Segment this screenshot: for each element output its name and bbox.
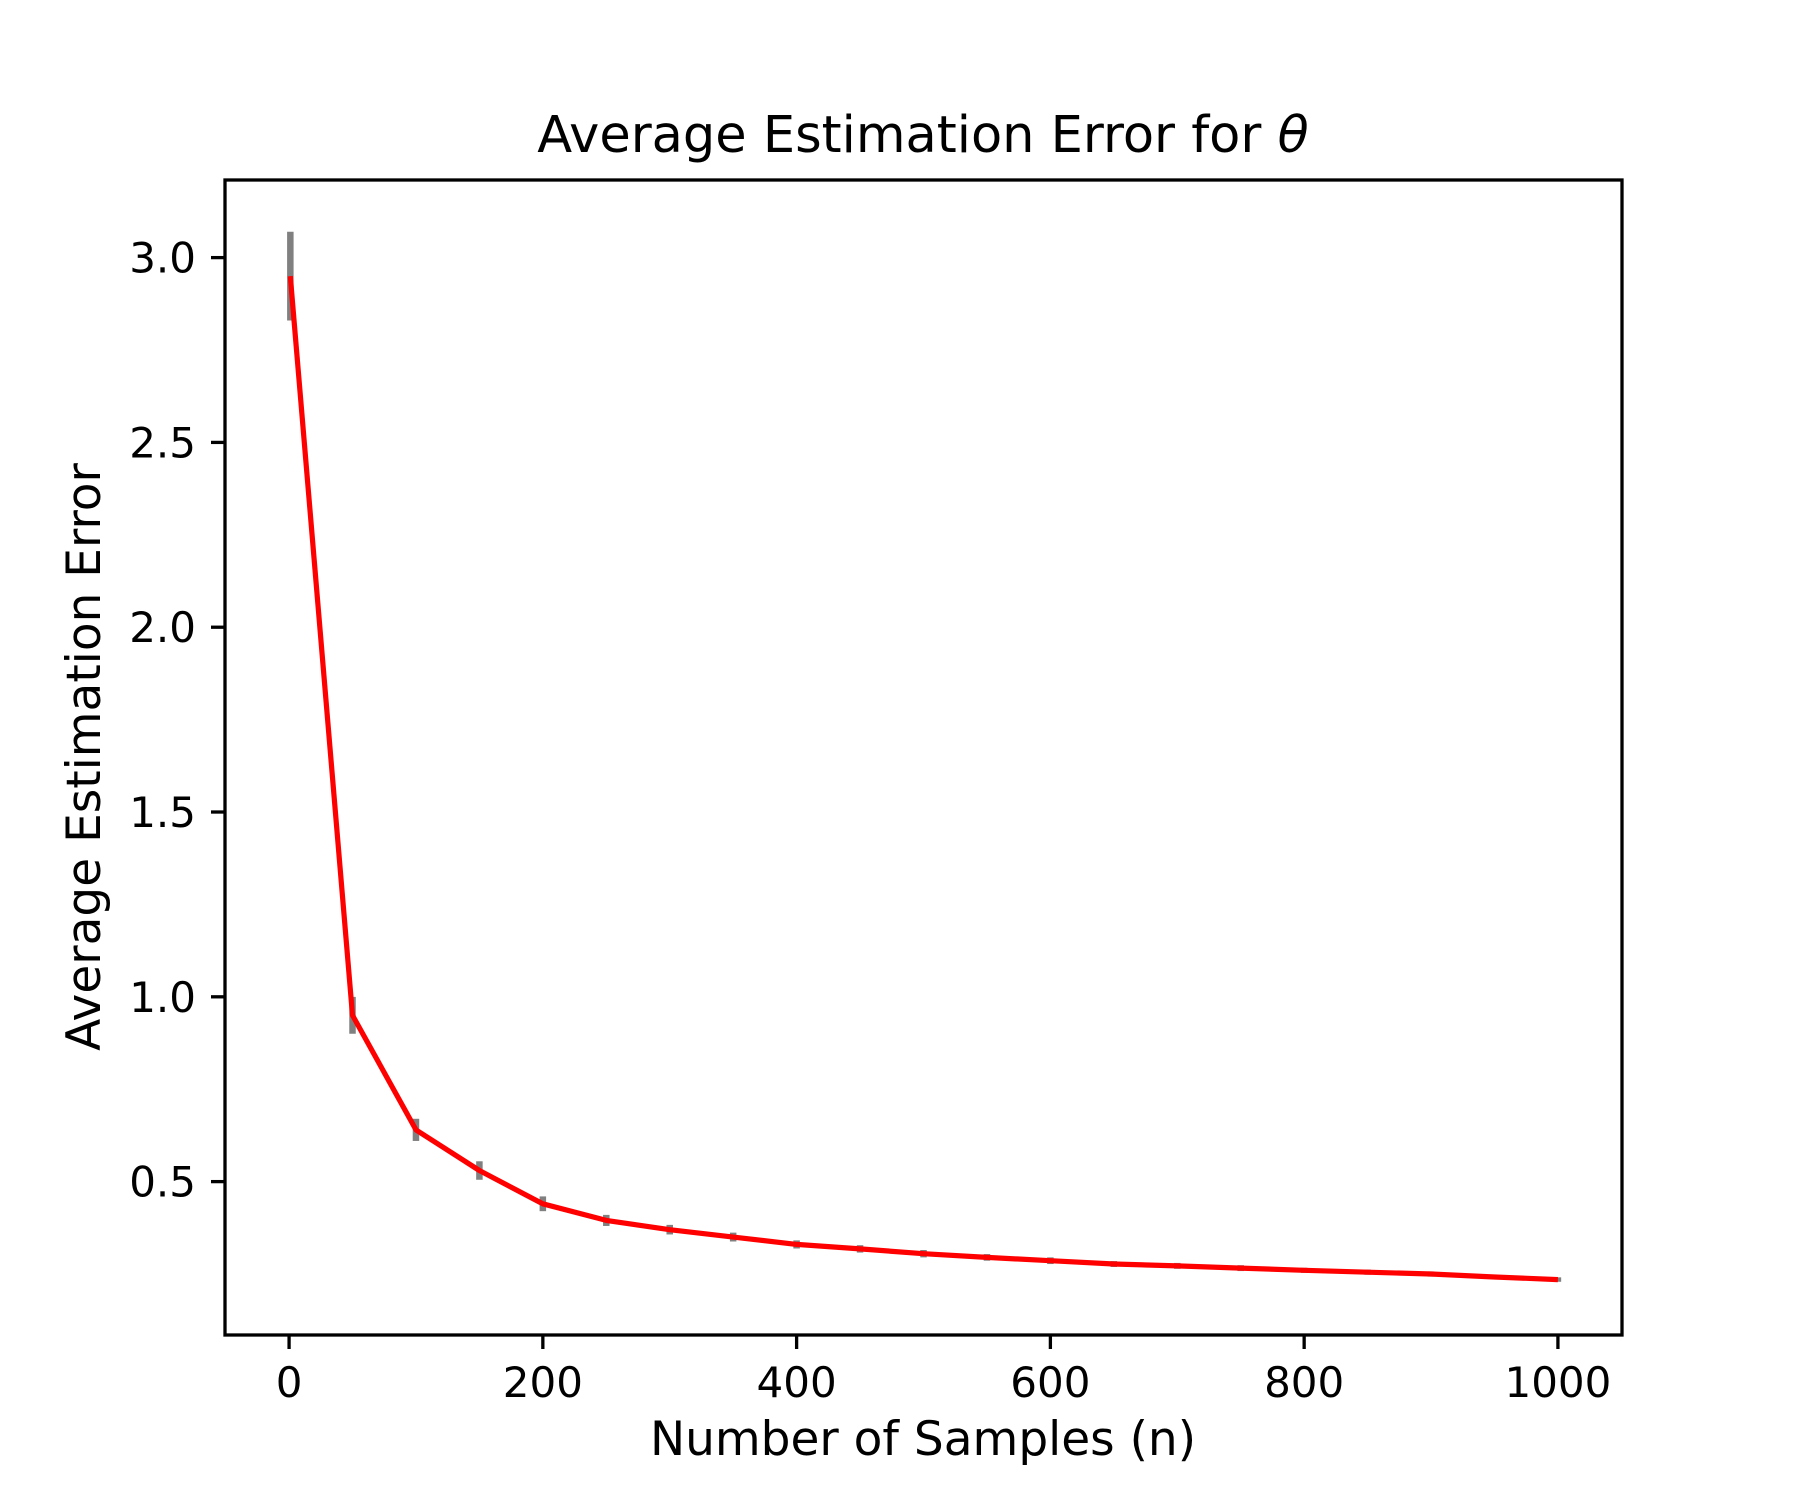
- x-tick-label: 0: [276, 1358, 303, 1407]
- x-tick-label: 400: [757, 1358, 837, 1407]
- x-tick-label: 200: [503, 1358, 583, 1407]
- y-tick-label: 0.5: [129, 1158, 196, 1207]
- y-tick-label: 2.5: [129, 418, 196, 467]
- chart-title-theta: θ: [1278, 106, 1309, 165]
- x-tick-label: 1000: [1504, 1358, 1611, 1407]
- y-tick-label: 2.0: [129, 603, 196, 652]
- chart-title-prefix: Average Estimation Error for: [537, 106, 1277, 165]
- chart-title: Average Estimation Error for θ: [537, 106, 1309, 165]
- x-tick-label: 600: [1010, 1358, 1090, 1407]
- x-tick-label: 800: [1264, 1358, 1344, 1407]
- y-tick-label: 3.0: [129, 234, 196, 283]
- axes-spines: [223, 178, 1624, 1337]
- y-axis-label: Average Estimation Error: [57, 462, 112, 1050]
- data-line: [287, 275, 1559, 1283]
- x-axis-label: Number of Samples (n): [650, 1412, 1196, 1467]
- y-tick-label: 1.5: [129, 788, 196, 837]
- y-tick-label: 1.0: [129, 973, 196, 1022]
- y-axis-ticks: 3.0 2.5 2.0 1.5 1.0 0.5: [129, 234, 225, 1207]
- x-axis-ticks: 0 200 400 600 800 1000: [276, 1335, 1611, 1407]
- error-bars: [287, 231, 1562, 1282]
- data-line-group: [287, 275, 1559, 1283]
